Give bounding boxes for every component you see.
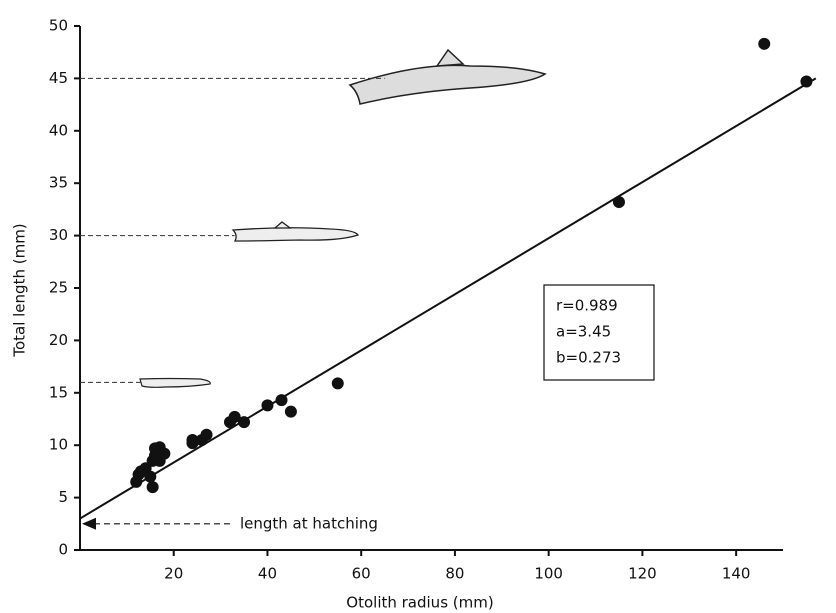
- fish-small: [139, 377, 211, 388]
- x-tick-label: 100: [534, 565, 563, 583]
- fit-line: [79, 77, 817, 520]
- x-tick-label: 60: [352, 565, 371, 583]
- x-tick-label: 120: [628, 565, 657, 583]
- y-tick-label: 50: [49, 17, 68, 35]
- point: [186, 433, 199, 446]
- y-tick-label: 5: [58, 488, 68, 506]
- point: [200, 428, 213, 441]
- y-tick-label: 45: [49, 69, 68, 87]
- x-tick-label: 40: [258, 565, 277, 583]
- point: [331, 377, 344, 390]
- arrow-head: [82, 517, 96, 530]
- point: [261, 399, 274, 412]
- x-tick-label: 20: [164, 565, 183, 583]
- x-tick-label: 80: [445, 565, 464, 583]
- y-tick-label: 25: [49, 279, 68, 297]
- point: [228, 410, 241, 423]
- x-axis-label: Otolith radius (mm): [346, 594, 493, 612]
- y-tick-label: 0: [58, 541, 68, 559]
- fish-medium: [231, 221, 359, 242]
- stats-text: a=3.45: [556, 323, 611, 341]
- y-tick-label: 10: [49, 436, 68, 454]
- stats-text: b=0.273: [556, 349, 621, 367]
- point: [284, 405, 297, 418]
- point: [275, 394, 288, 407]
- hatching-label: length at hatching: [240, 514, 378, 532]
- point: [146, 481, 159, 494]
- fish-large: [348, 48, 547, 105]
- point: [158, 447, 171, 460]
- point: [144, 470, 157, 483]
- y-tick-label: 30: [49, 226, 68, 244]
- x-tick-label: 140: [722, 565, 751, 583]
- y-tick-label: 35: [49, 174, 68, 192]
- point: [800, 75, 813, 88]
- point: [612, 196, 625, 209]
- y-tick-label: 40: [49, 121, 68, 139]
- y-tick-label: 20: [49, 331, 68, 349]
- point: [758, 37, 771, 50]
- stats-text: r=0.989: [556, 297, 618, 315]
- stats-box: [543, 284, 655, 381]
- point: [238, 416, 251, 429]
- y-axis-label: Total length (mm): [11, 223, 29, 357]
- y-tick-label: 15: [49, 383, 68, 401]
